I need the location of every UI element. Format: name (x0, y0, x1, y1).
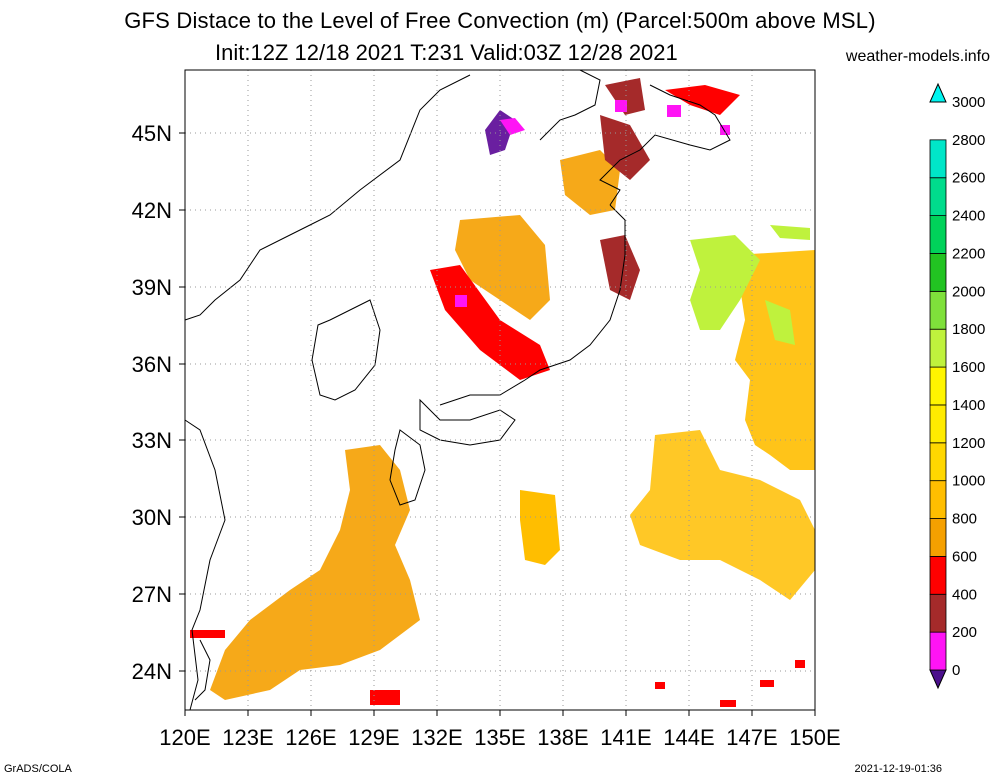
colorbar-high-arrow (929, 82, 947, 103)
lat-label: 36N (132, 352, 172, 377)
colorbar-tick-label: 1400 (952, 397, 985, 414)
lon-label: 135E (474, 725, 525, 750)
map-title: GFS Distace to the Level of Free Convect… (124, 8, 876, 33)
footer-timestamp: 2021-12-19-01:36 (854, 763, 942, 775)
colorbar-tick-label: 1800 (952, 321, 985, 338)
colorbar-swatch (929, 480, 947, 519)
lon-label: 150E (789, 725, 840, 750)
colorbar-tick-label: 2600 (952, 170, 985, 187)
lat-label: 30N (132, 505, 172, 530)
graticule (185, 70, 815, 710)
lat-label: 45N (132, 121, 172, 146)
colorbar-swatch (929, 290, 947, 330)
colorbar-swatch (929, 366, 947, 406)
axis-ticks (179, 132, 816, 716)
colorbar-swatch (929, 518, 947, 557)
colorbar-swatch (929, 442, 947, 482)
lat-label: 27N (132, 582, 172, 607)
colorbar-swatch (929, 593, 947, 633)
colorbar-tick-label: 800 (952, 511, 977, 528)
lat-label: 33N (132, 428, 172, 453)
coastline (184, 69, 731, 711)
lon-label: 138E (537, 725, 588, 750)
lon-label: 123E (222, 725, 273, 750)
colorbar-tick-label: 200 (952, 624, 977, 641)
lat-label: 39N (132, 275, 172, 300)
colorbar-swatch (929, 215, 947, 254)
lat-label: 42N (132, 198, 172, 223)
colorbar-tick-label: 2800 (952, 132, 985, 149)
lon-label: 141E (600, 725, 651, 750)
colorbar-swatch (929, 404, 947, 444)
colorbar-swatch (929, 253, 947, 292)
lon-label: 129E (348, 725, 399, 750)
colorbar-swatch (929, 139, 947, 179)
lon-label: 147E (726, 725, 777, 750)
lat-label: 24N (132, 659, 172, 684)
lon-labels: 120E 123E 126E 129E 132E 135E 138E 141E … (159, 725, 840, 750)
colorbar-low-arrow (929, 669, 947, 690)
colorbar-tick-label: 1200 (952, 435, 985, 452)
lat-labels: 24N 27N 30N 33N 36N 39N 42N 45N (132, 121, 172, 684)
colorbar-tick-label: 1000 (952, 473, 985, 490)
colorbar-tick-label: 2200 (952, 245, 985, 262)
lon-label: 132E (411, 725, 462, 750)
colorbar-tick-label: 2400 (952, 208, 985, 225)
colorbar-tick-label: 0 (952, 662, 960, 679)
lon-label: 120E (159, 725, 210, 750)
footer-software: GrADS/COLA (4, 763, 72, 775)
colorbar-tick-label: 2000 (952, 283, 985, 300)
colorbar: 0 200 400 600 800 1000 1200 1400 1600 1800 2000 220… (929, 82, 985, 690)
lon-label: 144E (663, 725, 714, 750)
source-site: weather-models.info (845, 48, 990, 65)
colorbar-tick-label: 3000 (952, 94, 985, 111)
colorbar-tick-label: 400 (952, 586, 977, 603)
colorbar-tick-label: 1600 (952, 359, 985, 376)
map-subtitle: Init:12Z 12/18 2021 T:231 Valid:03Z 12/2… (215, 40, 678, 65)
colorbar-swatch (929, 177, 947, 217)
colorbar-tick-label: 600 (952, 548, 977, 565)
colorbar-swatch (929, 631, 947, 671)
colorbar-swatch (929, 556, 947, 595)
convection-field (190, 78, 815, 707)
colorbar-swatch (929, 328, 947, 368)
lon-label: 126E (285, 725, 336, 750)
